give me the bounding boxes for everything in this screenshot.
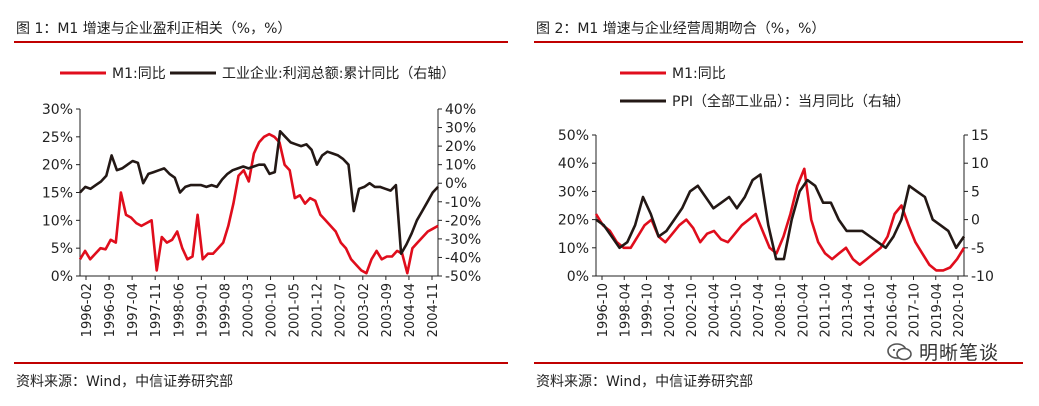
y-tick-label-right: -50% <box>445 269 481 285</box>
y-tick-label-left: 30% <box>558 184 589 200</box>
x-tick-label: 2001-04 <box>663 283 678 337</box>
legend-label: 工业企业:利润总额:累计同比（右轴） <box>222 65 455 82</box>
title-rule <box>14 41 508 43</box>
x-tick-label: 1999-10 <box>641 283 656 337</box>
chart-panel-left: 图 1：M1 增速与企业盈利正相关（%，%） 30% 25% 20% 15% 10% 5%… <box>0 0 510 406</box>
y-tick-label-left: 25% <box>42 130 73 146</box>
y-tick-label-right: -10% <box>445 195 481 211</box>
series-line-secondary <box>79 130 439 255</box>
source-note: 资料来源：Wind，中信证券研究部 <box>16 374 234 390</box>
series-line-secondary <box>595 173 966 261</box>
y-tick-label-right: -10 <box>971 269 994 285</box>
x-tick-label: 2017-10 <box>908 283 923 337</box>
x-tick-label: 2016-04 <box>885 283 900 337</box>
x-tick-label: 2004-04 <box>403 283 418 337</box>
source-rule <box>14 362 508 364</box>
line-chart: 30% 25% 20% 15% 10% 5% 0% 40% 30% 20% 10% 0% -10% -20… <box>42 65 481 337</box>
y-tick-label-left: 20% <box>558 213 589 229</box>
x-tick-label: 2002-10 <box>685 283 700 337</box>
x-tick-label: 2008-10 <box>774 283 789 337</box>
y-tick-label-left: 30% <box>42 102 73 118</box>
y-tick-label-left: 50% <box>558 128 589 144</box>
x-tick-label: 2007-04 <box>752 283 767 337</box>
x-tick-label: 2005-10 <box>730 283 745 337</box>
y-tick-label-right: 40% <box>445 102 476 118</box>
chart-title: 图 1：M1 增速与企业盈利正相关（%，%） <box>16 21 292 37</box>
watermark-text: 明晰笔谈 <box>918 342 999 364</box>
x-tick-label: 2019-04 <box>930 283 945 337</box>
y-tick-label-right: 10 <box>971 156 989 172</box>
x-tick-label: 2020-10 <box>952 283 967 337</box>
x-tick-label: 2004-11 <box>426 283 441 337</box>
x-tick-label: 2013-04 <box>841 283 856 337</box>
y-tick-label-left: 40% <box>558 156 589 172</box>
series-line-m1 <box>78 132 439 275</box>
x-tick-label: 2000-10 <box>265 283 280 337</box>
y-tick-label-left: 15% <box>42 186 73 202</box>
x-tick-label: 1998-06 <box>172 283 187 337</box>
x-tick-label: 1999-08 <box>218 283 233 337</box>
y-tick-label-left: 5% <box>51 241 73 257</box>
x-tick-label: 2001-12 <box>311 283 326 337</box>
legend-label: M1:同比 <box>672 66 726 82</box>
y-tick-label-right: -5 <box>971 241 985 257</box>
x-tick-label: 2001-05 <box>288 283 303 337</box>
x-tick-label: 1996-09 <box>103 283 118 337</box>
title-rule <box>534 41 1023 43</box>
x-tick-label: 1999-01 <box>195 283 210 337</box>
x-tick-label: 2003-02 <box>357 283 372 337</box>
x-tick-label: 2010-04 <box>796 283 811 337</box>
chart-panel-right: 图 2：M1 增速与企业经营周期吻合（%，%） 50% 40% 30% 20% 10% 0… <box>520 0 1039 406</box>
wechat-icon <box>887 342 912 360</box>
source-rule <box>534 362 1023 364</box>
watermark: 明晰笔谈 <box>887 338 999 365</box>
y-tick-label-right: 15 <box>971 128 989 144</box>
x-tick-label: 1997-04 <box>126 283 141 337</box>
line-chart: 50% 40% 30% 20% 10% 0% 15 10 5 0 -5 -10 1996-10 1998-… <box>558 66 994 337</box>
y-tick-label-right: -20% <box>445 213 481 229</box>
y-tick-label-right: -30% <box>445 232 481 248</box>
y-tick-label-right: -40% <box>445 250 481 266</box>
series-line-m1 <box>594 167 966 272</box>
y-tick-label-right: 30% <box>445 121 476 137</box>
x-tick-label: 2002-07 <box>334 283 349 337</box>
y-tick-label-right: 0% <box>445 176 467 192</box>
x-tick-label: 1998-04 <box>618 283 633 337</box>
y-tick-label-left: 10% <box>42 213 73 229</box>
legend-label: M1:同比 <box>112 66 166 82</box>
y-tick-label-right: 20% <box>445 139 476 155</box>
x-tick-label: 1996-02 <box>80 283 95 337</box>
chart-title: 图 2：M1 增速与企业经营周期吻合（%，%） <box>536 21 826 37</box>
x-tick-label: 1997-11 <box>149 283 164 337</box>
y-tick-label-left: 0% <box>51 269 73 285</box>
x-tick-label: 1996-10 <box>596 283 611 337</box>
x-tick-label: 2003-09 <box>380 283 395 337</box>
y-tick-label-left: 20% <box>42 158 73 174</box>
y-tick-label-right: 5 <box>971 184 980 200</box>
x-tick-label: 2011-10 <box>819 283 834 337</box>
y-tick-label-left: 0% <box>567 269 589 285</box>
source-note: 资料来源：Wind，中信证券研究部 <box>536 374 754 390</box>
y-tick-label-left: 10% <box>558 241 589 257</box>
x-tick-label: 2004-04 <box>707 283 722 337</box>
legend-label: PPI（全部工业品）：当月同比（右轴） <box>672 93 910 110</box>
y-tick-label-right: 10% <box>445 158 476 174</box>
y-tick-label-right: 0 <box>971 213 980 229</box>
x-tick-label: 2000-03 <box>241 283 256 337</box>
x-tick-label: 2014-10 <box>863 283 878 337</box>
